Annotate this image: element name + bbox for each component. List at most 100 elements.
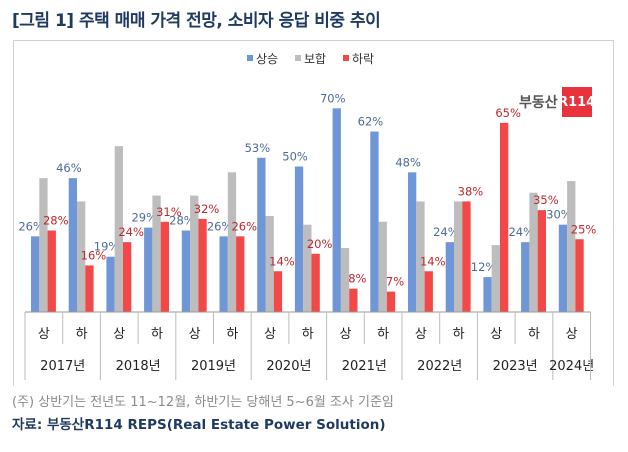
legend-label-2: 하락: [352, 52, 374, 66]
data-label: 32%: [194, 202, 220, 216]
bar-보합-8: [340, 247, 350, 312]
data-label: 14%: [269, 254, 295, 268]
bar-보합-0: [39, 178, 48, 312]
tick-label-year: 2022년: [417, 359, 462, 374]
data-label: 7%: [386, 275, 404, 289]
bar-하락-4: [198, 218, 207, 312]
tick-label-half: 하: [528, 327, 540, 342]
bar-하락-12: [500, 122, 509, 312]
logo-text: 부동산: [519, 95, 558, 111]
bar-하락-13: [537, 210, 546, 312]
bar-보합-10: [416, 201, 425, 312]
tick-label-half: 하: [151, 327, 163, 342]
bar-상승-6: [257, 157, 266, 312]
data-label: 31%: [156, 205, 182, 219]
tick-label-half: 하: [76, 327, 88, 342]
tick-label-half: 상: [189, 327, 201, 342]
tick-label-half: 상: [490, 327, 502, 342]
data-label: 26%: [231, 219, 257, 233]
logo: 부동산 R114: [519, 87, 595, 117]
tick-label-half: 상: [113, 327, 125, 342]
bar-보합-7: [303, 224, 312, 312]
bar-하락-1: [85, 265, 94, 312]
bar-상승-7: [294, 166, 304, 312]
legend-label-1: 보합: [304, 52, 326, 66]
tick-label-year: 2018년: [116, 359, 161, 374]
bar-보합-2: [114, 146, 123, 312]
data-label: 26%: [207, 219, 233, 233]
data-label: 30%: [546, 208, 572, 222]
legend-label-0: 상승: [256, 52, 278, 66]
bar-보합-14: [567, 181, 576, 312]
tick-label-half: 하: [226, 327, 238, 342]
bar-하락-0: [47, 230, 56, 312]
bar-하락-10: [424, 271, 433, 312]
data-label: 19%: [94, 240, 120, 254]
bar-상승-3: [144, 227, 153, 312]
bar-상승-1: [68, 178, 77, 312]
logo-badge: R114: [558, 87, 595, 117]
bar-하락-11: [462, 201, 471, 312]
bar-상승-10: [408, 172, 417, 312]
bar-상승-0: [31, 236, 40, 312]
bar-하락-5: [236, 236, 245, 312]
data-label: 12%: [471, 260, 497, 274]
bar-보합-13: [529, 192, 538, 312]
bar-상승-9: [370, 131, 379, 312]
bar-보합-5: [227, 172, 237, 312]
tick-label-half: 상: [566, 327, 578, 342]
bar-보합-4: [190, 195, 199, 312]
bar-하락-7: [311, 253, 320, 312]
bar-하락-14: [575, 239, 584, 312]
data-label: 28%: [43, 214, 69, 228]
bar-상승-13: [521, 242, 530, 312]
data-label: 46%: [56, 161, 82, 175]
data-label: 24%: [118, 225, 144, 239]
data-label: 50%: [282, 150, 308, 164]
data-label: 14%: [420, 254, 446, 268]
data-label: 24%: [508, 225, 534, 239]
source: 자료: 부동산R114 REPS(Real Estate Power Solut…: [12, 417, 386, 433]
data-label: 28%: [169, 214, 195, 228]
data-label: 24%: [433, 225, 459, 239]
tick-label-year: 2024년: [549, 359, 594, 374]
bar-보합-3: [152, 195, 161, 312]
footnote: (주) 상반기는 전년도 11~12월, 하반기는 당해년 5~6월 조사 기준…: [12, 395, 394, 410]
legend-swatch-2: [343, 55, 349, 61]
bar-하락-6: [273, 271, 283, 312]
data-label: 16%: [81, 248, 107, 262]
tick-label-half: 상: [415, 327, 427, 342]
bar-상승-8: [332, 108, 341, 312]
bar-상승-11: [445, 242, 454, 312]
bar-하락-2: [123, 242, 132, 312]
bar-상승-4: [181, 230, 191, 312]
bar-하락-3: [160, 221, 169, 312]
data-label: 29%: [131, 211, 157, 225]
data-label: 65%: [495, 106, 521, 120]
bar-보합-12: [491, 245, 500, 312]
tick-label-half: 하: [453, 327, 465, 342]
bar-보합-9: [378, 221, 387, 312]
data-label: 25%: [571, 222, 597, 236]
figure-title: [그림 1] 주택 매매 가격 전망, 소비자 응답 비중 추이: [12, 11, 381, 31]
data-label: 38%: [458, 184, 484, 198]
tick-label-year: 2020년: [266, 359, 311, 374]
data-label: 26%: [18, 219, 44, 233]
legend-swatch-1: [295, 55, 301, 61]
data-label: 48%: [395, 155, 421, 169]
data-label: 35%: [533, 193, 559, 207]
bar-상승-2: [106, 256, 115, 312]
bar-상승-14: [558, 224, 568, 312]
data-label: 53%: [245, 141, 271, 155]
tick-label-year: 2021년: [342, 359, 387, 374]
tick-label-half: 상: [264, 327, 276, 342]
tick-label-year: 2019년: [191, 359, 236, 374]
bar-하락-8: [349, 288, 358, 312]
tick-label-half: 상: [38, 327, 50, 342]
chart-frame: 부동산 R114: [13, 40, 614, 386]
data-label: 20%: [307, 237, 333, 251]
tick-label-half: 하: [302, 327, 314, 342]
bar-하락-9: [386, 291, 396, 312]
legend-swatch-0: [247, 55, 253, 61]
